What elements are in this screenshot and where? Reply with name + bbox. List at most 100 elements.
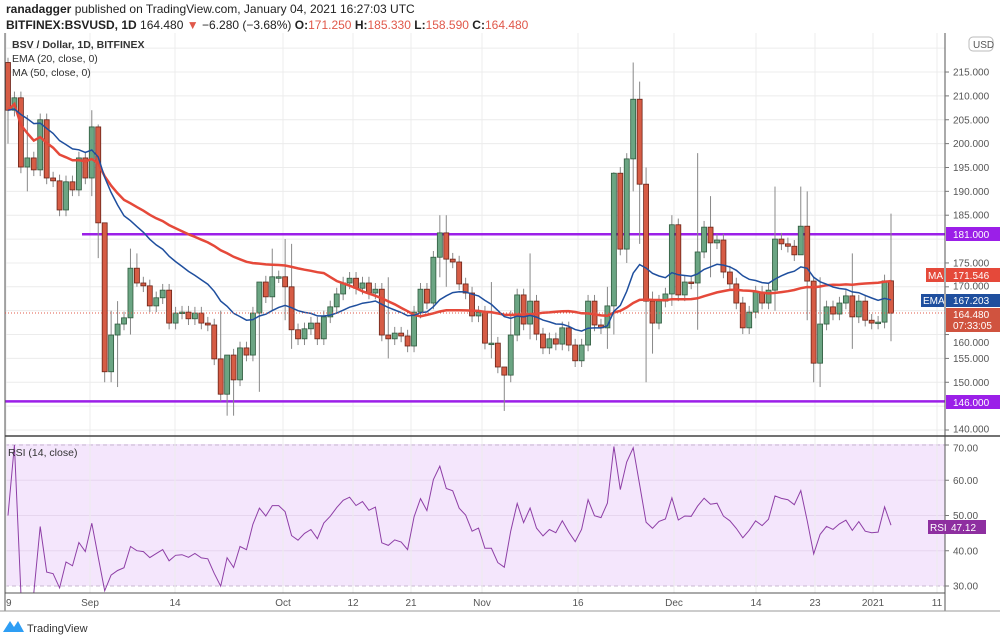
symbol: BITFINEX:BSVUSD, 1D <box>6 18 137 32</box>
candle-down <box>784 243 791 247</box>
time-tick-label: 2021 <box>862 598 885 609</box>
candle-up <box>256 281 263 314</box>
candle-up <box>772 238 778 291</box>
candle-up <box>630 98 637 160</box>
low-value: 158.590 <box>425 18 469 32</box>
publisher-name[interactable]: ranadagger <box>6 2 72 16</box>
candle-down <box>449 258 456 263</box>
publish-info: ranadagger published on TradingView.com,… <box>6 2 415 16</box>
candle-down <box>295 329 301 340</box>
candle-up <box>127 267 134 319</box>
rsi-tick-label: 30.00 <box>953 582 978 593</box>
candles <box>5 57 894 416</box>
rsi-legend[interactable]: RSI (14, close) <box>8 447 77 459</box>
candle-down <box>617 172 624 250</box>
time-tick-label: Sep <box>81 598 99 609</box>
candle-up <box>372 288 379 294</box>
brand-name[interactable]: TradingView <box>27 623 88 635</box>
candle-down <box>520 294 527 325</box>
candle-up <box>623 158 630 250</box>
price-tick-label: 160.000 <box>953 338 990 349</box>
price-tick-label: 210.000 <box>953 91 990 102</box>
symbol-info: BITFINEX:BSVUSD, 1D 164.480 ▼ −6.280 (−3… <box>6 18 528 32</box>
tradingview-logo-icon[interactable] <box>3 621 24 632</box>
ema-value-tag <box>946 294 1000 307</box>
candle-down <box>778 238 785 245</box>
candle-down <box>469 292 475 317</box>
candle-down <box>707 226 714 244</box>
price-tick-label: 205.000 <box>953 115 990 126</box>
rsi-value: 47.12 <box>951 523 976 534</box>
candle-down <box>378 288 385 336</box>
rsi-value-tag <box>946 520 986 534</box>
candle-up <box>488 342 495 346</box>
rsi-tick-label: 50.00 <box>953 511 978 522</box>
levels <box>5 233 945 403</box>
candle-down <box>82 157 89 179</box>
candle-up <box>855 300 862 318</box>
candle-down <box>50 177 57 182</box>
candle-up <box>391 332 398 340</box>
ma-tag-label: MA <box>928 271 943 282</box>
currency-label: USD <box>973 40 994 51</box>
candle-up <box>308 322 314 330</box>
currency-button[interactable] <box>968 36 994 52</box>
price-tick-label: 175.000 <box>953 258 990 269</box>
time-tick-label: 14 <box>750 598 762 609</box>
time-tick-label: Oct <box>275 598 291 609</box>
ema-tag <box>921 294 944 307</box>
ema20-line <box>7 108 892 332</box>
rsi-tick-label: 60.00 <box>953 476 978 487</box>
candle-up <box>269 276 276 298</box>
candle-up <box>346 277 353 284</box>
ema-legend[interactable]: EMA (20, close, 0) <box>12 53 98 65</box>
candle-up <box>701 226 707 253</box>
candle-up <box>881 280 888 323</box>
candle-up <box>817 323 824 364</box>
candle-up <box>694 251 701 284</box>
ema-value: 167.203 <box>953 296 990 307</box>
price-tick-label: 215.000 <box>953 68 990 79</box>
time-tick-label: 9 <box>6 598 12 609</box>
candle-down <box>404 335 411 347</box>
candle-up <box>359 282 366 289</box>
candle-down <box>140 282 147 287</box>
candle-down <box>675 224 682 296</box>
ma-legend[interactable]: MA (50, close, 0) <box>12 67 91 79</box>
candle-down <box>211 324 218 360</box>
candle-down <box>204 322 211 326</box>
close-label: C: <box>472 18 485 32</box>
ma50-line <box>7 101 892 318</box>
price-tick-label: 185.000 <box>953 211 990 222</box>
time-tick-label: Nov <box>473 598 491 609</box>
price-tick-label: 150.000 <box>953 378 990 389</box>
candle-up <box>559 327 566 345</box>
candle-up <box>192 312 198 320</box>
candle-up <box>411 311 417 347</box>
price-tick-label: 190.000 <box>953 187 990 198</box>
low-label: L: <box>414 18 426 32</box>
candle-up <box>159 289 166 299</box>
last-price: 164.480 <box>140 18 184 32</box>
candle-down <box>101 222 108 373</box>
candle-down <box>643 183 649 302</box>
candle-down <box>804 225 811 282</box>
candle-down <box>649 300 656 324</box>
candle-up <box>108 334 115 373</box>
candle-up <box>430 256 437 304</box>
last-price-value: 164.480 <box>953 310 990 321</box>
candle-up <box>121 317 127 325</box>
candle-up <box>546 338 553 349</box>
candle-up <box>224 354 231 395</box>
close-value: 164.480 <box>484 18 529 32</box>
down-arrow-icon: ▼ <box>186 18 199 32</box>
resistance-tag <box>946 227 1000 241</box>
candle-up <box>75 157 82 191</box>
time-tick-label: 14 <box>169 598 181 609</box>
open-value: 171.250 <box>308 18 352 32</box>
time-tick-label: 11 <box>932 598 943 609</box>
time-tick-label: 21 <box>405 598 417 609</box>
support-tag <box>946 395 1000 409</box>
candle-down <box>733 283 740 304</box>
